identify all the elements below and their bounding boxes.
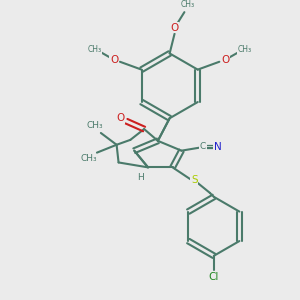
Text: H: H: [137, 173, 144, 182]
Text: O: O: [221, 55, 230, 65]
Text: CH₃: CH₃: [81, 154, 98, 163]
Text: CH₃: CH₃: [180, 0, 194, 9]
Text: Cl: Cl: [209, 272, 219, 282]
Text: CH₃: CH₃: [87, 121, 103, 130]
Text: O: O: [170, 23, 179, 33]
Text: CH₃: CH₃: [87, 46, 101, 55]
Text: C: C: [200, 142, 206, 151]
Text: O: O: [116, 113, 125, 123]
Text: O: O: [110, 55, 118, 65]
Text: N: N: [214, 142, 222, 152]
Text: S: S: [191, 175, 197, 185]
Text: CH₃: CH₃: [238, 46, 252, 55]
